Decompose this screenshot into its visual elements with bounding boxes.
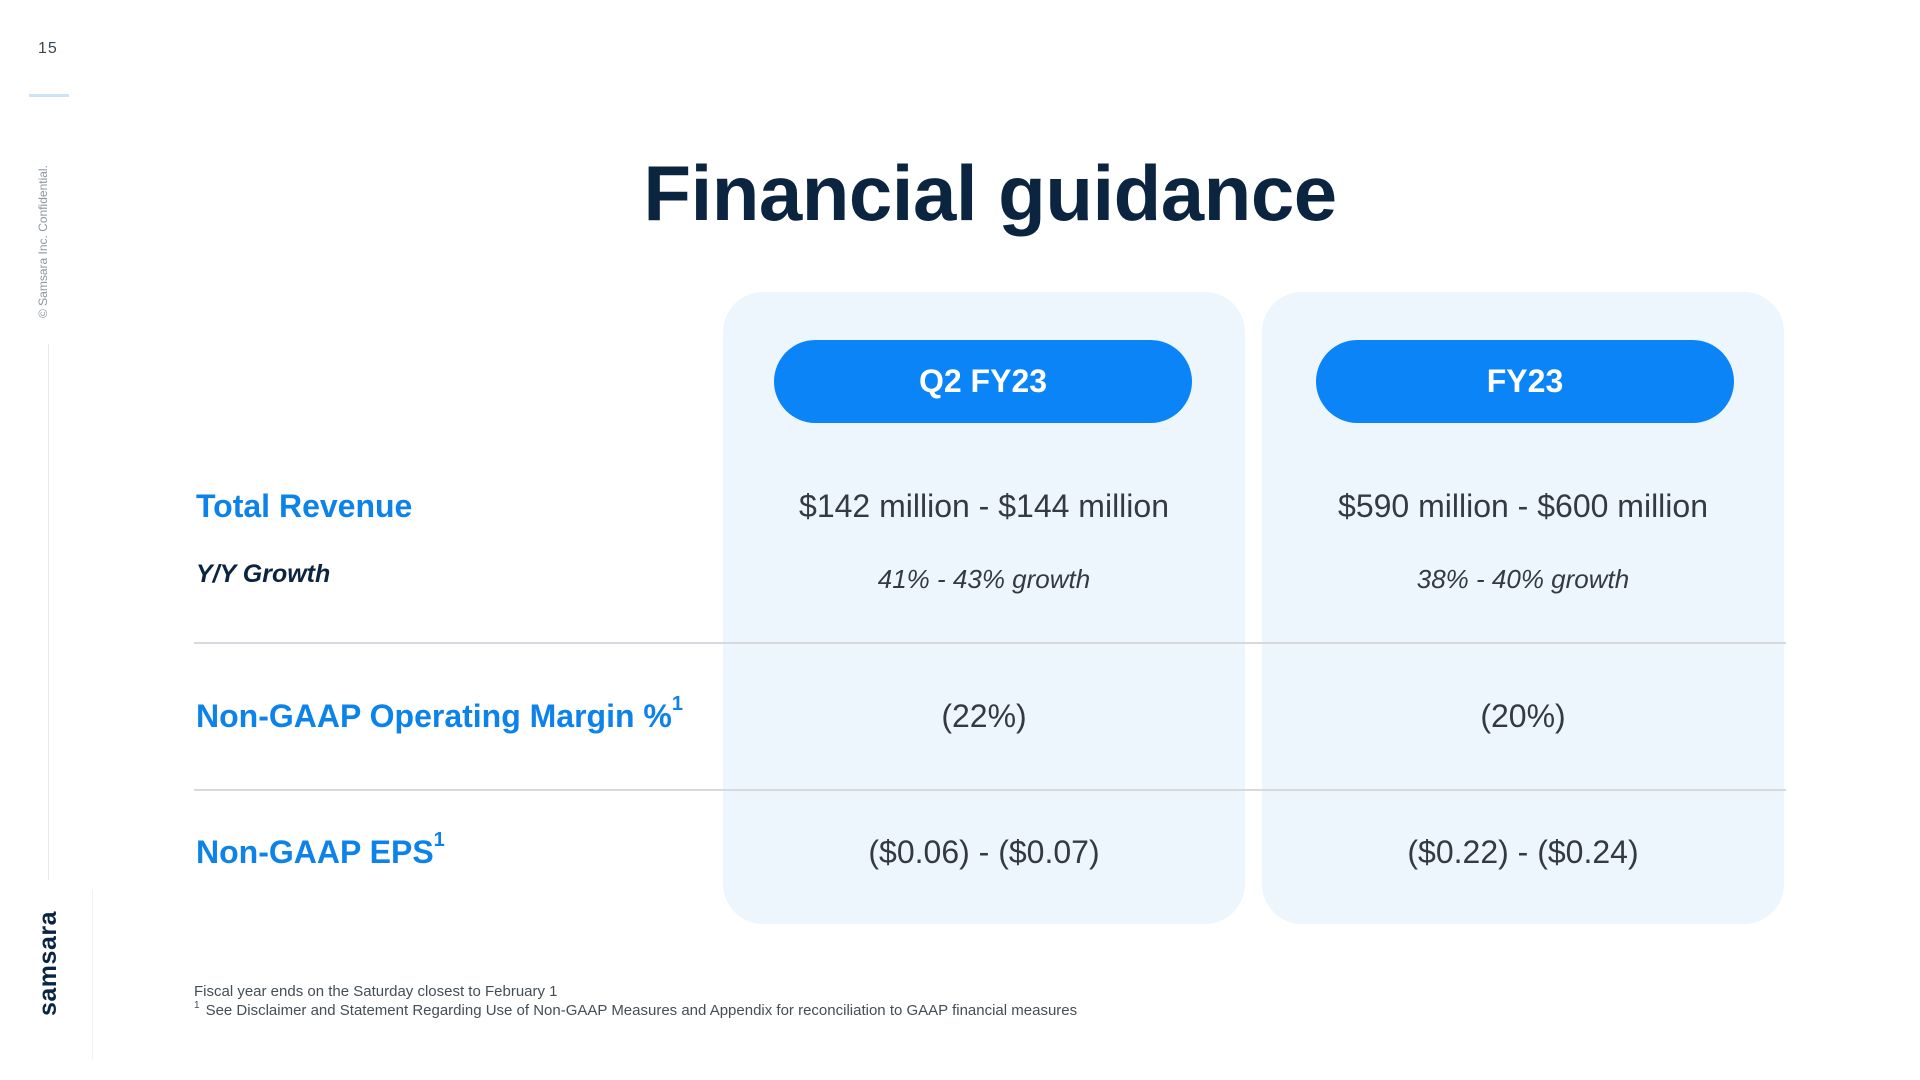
page-title: Financial guidance bbox=[643, 149, 1337, 237]
footnote-disclaimer-text: See Disclaimer and Statement Regarding U… bbox=[205, 1002, 1078, 1019]
column-header-q2: Q2 FY23 bbox=[774, 340, 1192, 423]
cell-q2-operating-margin: (22%) bbox=[941, 698, 1027, 734]
row-label-eps: Non-GAAP EPS1 bbox=[196, 830, 445, 871]
page-number: 15 bbox=[38, 40, 58, 57]
row-divider bbox=[194, 789, 1786, 791]
footnote-disclaimer: 1 See Disclaimer and Statement Regarding … bbox=[194, 1000, 1078, 1019]
cell-q2-total-revenue: $142 million - $144 million bbox=[799, 488, 1169, 524]
rail-accent-bar bbox=[29, 94, 69, 97]
cell-fy-total-revenue: $590 million - $600 million bbox=[1338, 488, 1708, 524]
footnote-marker: 1 bbox=[433, 829, 445, 851]
row-label-operating-margin: Non-GAAP Operating Margin %1 bbox=[196, 694, 683, 735]
cell-fy-eps: ($0.22) - ($0.24) bbox=[1407, 834, 1639, 870]
column-header-label: FY23 bbox=[1486, 363, 1564, 399]
rail-divider bbox=[48, 344, 49, 880]
cell-q2-yy-growth: 41% - 43% growth bbox=[877, 564, 1091, 594]
row-label-text: Non-GAAP Operating Margin % bbox=[196, 698, 672, 734]
column-header-fy: FY23 bbox=[1316, 340, 1734, 423]
brand-logo: samsara bbox=[34, 911, 62, 1016]
row-label-text: Non-GAAP EPS bbox=[196, 834, 434, 870]
cell-fy-operating-margin: (20%) bbox=[1480, 698, 1566, 734]
cell-q2-eps: ($0.06) - ($0.07) bbox=[868, 834, 1100, 870]
footnote-marker: 1 bbox=[671, 693, 683, 715]
cell-fy-yy-growth: 38% - 40% growth bbox=[1416, 564, 1630, 594]
rail-divider-lower bbox=[92, 890, 93, 1060]
row-label-yy-growth: Y/Y Growth bbox=[196, 560, 331, 588]
column-header-label: Q2 FY23 bbox=[918, 363, 1048, 399]
footnote-marker: 1 bbox=[194, 1000, 200, 1011]
row-label-total-revenue: Total Revenue bbox=[196, 488, 413, 524]
footnote-fiscal-year: Fiscal year ends on the Saturday closest… bbox=[194, 983, 558, 1000]
row-divider bbox=[194, 642, 1786, 644]
